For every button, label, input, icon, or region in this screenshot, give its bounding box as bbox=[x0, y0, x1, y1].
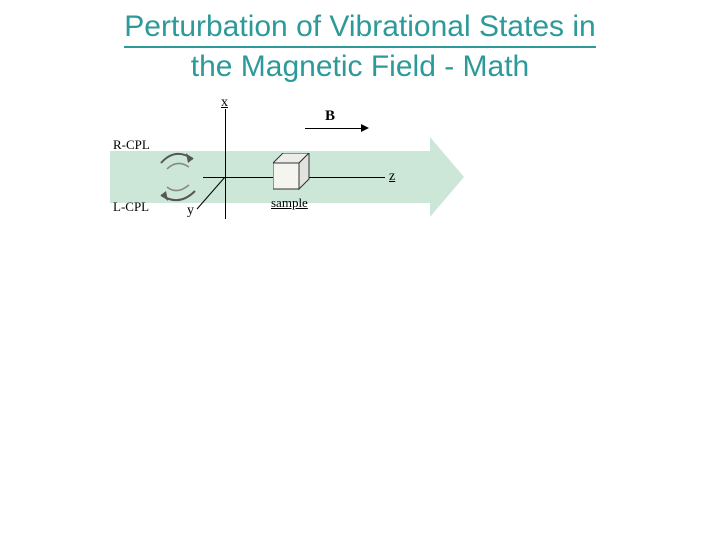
axis-label-z: z bbox=[389, 169, 395, 185]
rcpl-label: R-CPL bbox=[113, 137, 150, 153]
axis-label-x-top: x bbox=[221, 95, 228, 111]
diagram: B x z y sample R-CPL L-CPL bbox=[135, 103, 455, 243]
title-line1: Perturbation of Vibrational States in bbox=[124, 8, 595, 48]
sample-label: sample bbox=[271, 195, 308, 211]
lcpl-label: L-CPL bbox=[113, 199, 149, 215]
b-vector-head bbox=[361, 124, 369, 132]
b-vector-label: B bbox=[325, 108, 335, 125]
b-vector-shaft bbox=[305, 128, 363, 129]
title-line2: the Magnetic Field - Math bbox=[191, 50, 529, 83]
cube-svg bbox=[273, 153, 313, 191]
sample-cube bbox=[273, 153, 313, 191]
rotation-arrows bbox=[153, 145, 205, 214]
slide-title: Perturbation of Vibrational States in th… bbox=[0, 0, 720, 85]
diagram-container: B x z y sample R-CPL L-CPL bbox=[0, 85, 720, 515]
light-beam-arrowhead bbox=[430, 137, 464, 217]
rotation-svg bbox=[153, 145, 205, 209]
